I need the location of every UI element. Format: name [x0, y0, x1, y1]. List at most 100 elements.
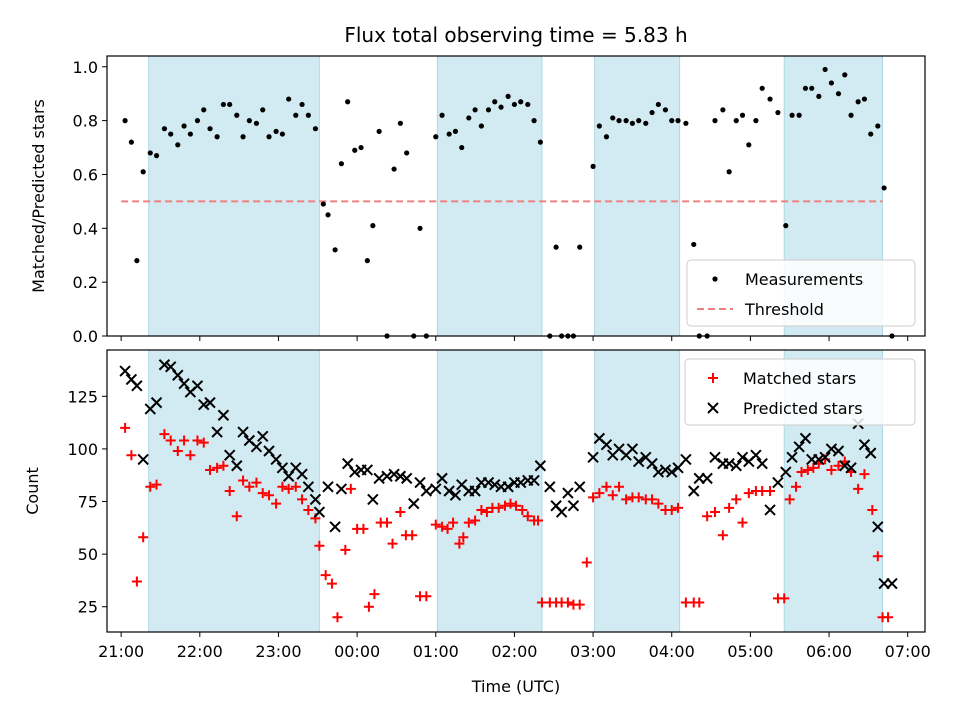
y-tick-label: 125 — [67, 387, 98, 406]
legend-measurement-marker — [712, 276, 718, 282]
measurement-point — [809, 85, 815, 91]
measurement-point — [260, 107, 266, 113]
matched-star-point — [588, 492, 599, 503]
predicted-star-point — [150, 396, 163, 409]
observing-interval-shade — [436, 55, 543, 337]
measurement-point — [452, 128, 459, 134]
measurement-point — [525, 101, 531, 108]
predicted-star-point — [400, 472, 413, 485]
predicted-star-point — [832, 445, 845, 457]
measurement-point — [518, 99, 524, 105]
x-tick-label: 06:00 — [806, 642, 852, 661]
predicted-star-point — [680, 453, 692, 466]
predicted-star-point — [555, 506, 568, 518]
x-axis-title: Time (UTC) — [471, 677, 560, 696]
measurement-point — [505, 93, 511, 99]
measurement-point — [472, 107, 478, 113]
matched-star-point — [724, 502, 735, 513]
measurement-point — [439, 112, 445, 118]
y-tick-label: 100 — [67, 440, 98, 459]
matched-star-point — [332, 612, 343, 623]
matched-star-point — [430, 519, 441, 530]
measurement-point — [726, 169, 732, 175]
predicted-star-point — [736, 451, 749, 464]
predicted-star-point — [436, 472, 448, 485]
predicted-star-point — [626, 443, 639, 455]
predicted-star-point — [858, 438, 871, 451]
matched-star-point — [796, 467, 807, 478]
measurement-point — [153, 153, 160, 159]
measurement-point — [397, 120, 403, 126]
predicted-star-point — [709, 451, 721, 464]
predicted-star-point — [414, 476, 426, 489]
measurement-point — [214, 134, 220, 140]
measurement-point — [305, 112, 311, 118]
measurement-point — [816, 93, 822, 99]
y-tick-label: 75 — [78, 493, 98, 512]
matched-star-point — [694, 597, 705, 608]
predicted-star-point — [361, 464, 374, 476]
predicted-star-point — [845, 462, 857, 474]
predicted-star-point — [329, 521, 341, 533]
predicted-star-point — [799, 432, 812, 445]
measurement-point — [767, 96, 773, 102]
matched-star-point — [244, 481, 255, 492]
measurement-point — [246, 118, 252, 124]
measurement-point — [759, 85, 765, 91]
measurement-point — [683, 120, 689, 126]
measurement-point — [881, 185, 887, 191]
measurement-point — [855, 99, 861, 105]
matched-star-point — [493, 502, 504, 513]
matched-star-point — [421, 591, 432, 602]
matched-star-point — [271, 498, 282, 509]
matched-star-point — [395, 507, 406, 518]
matched-star-point — [743, 488, 754, 499]
matched-star-point — [185, 450, 196, 461]
matched-star-point — [791, 481, 802, 492]
measurement-point — [417, 225, 423, 231]
matched-star-point — [533, 515, 544, 526]
predicted-star-point — [469, 485, 481, 497]
matched-star-point — [505, 498, 516, 509]
measurement-point — [643, 120, 649, 126]
y-tick-label: 0.0 — [73, 327, 98, 346]
predicted-star-point — [886, 577, 898, 590]
bottom-panel: 21:00 22:00 23:00 00:00 01:00 02:00 03:00 04:00… — [23, 349, 931, 661]
matched-star-point — [867, 504, 878, 515]
predicted-star-point — [872, 521, 884, 533]
predicted-star-point — [515, 476, 527, 489]
predicted-star-point — [567, 500, 580, 512]
matched-star-point — [126, 450, 137, 461]
predicted-star-point — [652, 466, 665, 478]
matched-star-point — [653, 498, 664, 509]
measurement-point — [492, 99, 498, 105]
matched-star-point — [621, 494, 632, 505]
matched-star-point — [717, 530, 728, 541]
measurement-point — [266, 134, 272, 140]
x-tick-label: 01:00 — [413, 642, 459, 661]
predicted-star-point — [839, 460, 851, 472]
measurement-point — [485, 107, 492, 113]
predicted-star-point — [367, 493, 379, 506]
measurement-point — [140, 169, 146, 175]
matched-star-point — [481, 507, 492, 518]
matched-star-point — [574, 599, 585, 610]
measurement-point — [466, 115, 472, 121]
measurement-point — [299, 101, 305, 108]
measurement-point — [789, 112, 795, 118]
legend-label: Threshold — [744, 300, 824, 319]
measurement-point — [655, 101, 661, 108]
predicted-star-point — [231, 460, 243, 472]
matched-star-point — [212, 462, 223, 473]
predicted-star-point — [237, 426, 249, 438]
plot-frame — [106, 55, 926, 337]
predicted-star-point — [309, 493, 322, 506]
matched-star-point — [131, 576, 142, 587]
matched-star-point — [883, 612, 894, 623]
predicted-star-point — [131, 380, 143, 392]
matched-star-point — [192, 435, 203, 446]
measurement-point — [868, 131, 874, 137]
matched-star-point — [779, 593, 790, 604]
measurement-point — [875, 123, 881, 129]
predicted-star-point — [502, 481, 514, 493]
